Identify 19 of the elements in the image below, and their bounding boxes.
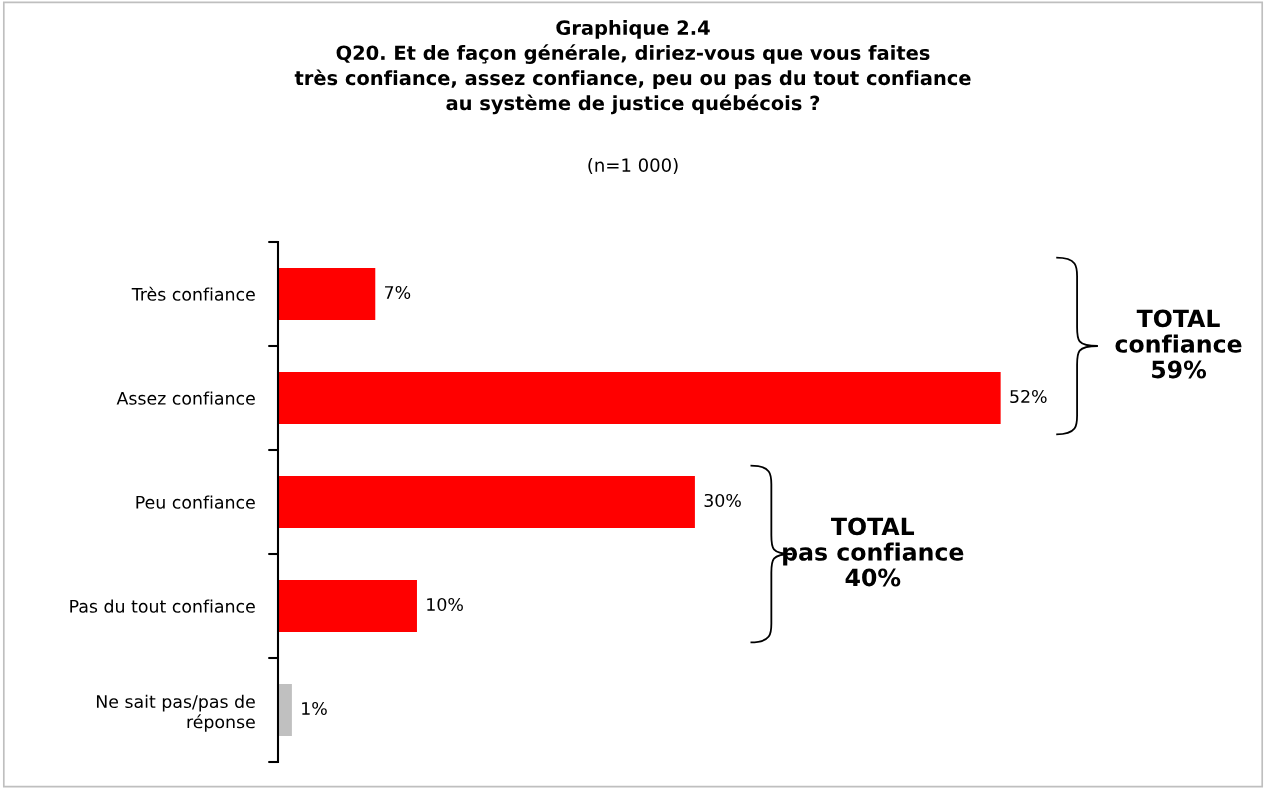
bar bbox=[278, 476, 695, 528]
chart-title: Graphique 2.4 Q20. Et de façon générale, diriez-vous que vous faites très confiance, assez confiance, peu ou pas du tout confiance au système de justice québécois ? bbox=[294, 20, 971, 115]
y-tick-label: Peu confiance bbox=[136, 495, 255, 509]
y-tick-label: Assez confiance bbox=[116, 391, 255, 405]
annotation: TOTAL pas confiance 40% bbox=[783, 517, 964, 587]
chart-subtitle: (n=1 000) bbox=[588, 158, 678, 175]
y-tick-label: Ne sait pas/pas de réponse bbox=[96, 694, 255, 732]
y-tick-label: Très confiance bbox=[131, 286, 255, 301]
bar bbox=[278, 580, 417, 632]
data-label: 52% bbox=[1010, 389, 1047, 404]
data-label: 30% bbox=[704, 493, 741, 508]
bar bbox=[278, 268, 376, 320]
data-label: 10% bbox=[427, 597, 463, 612]
data-label: 7% bbox=[385, 285, 411, 300]
bar bbox=[278, 684, 292, 736]
data-label: 1% bbox=[302, 701, 327, 716]
y-tick-label: Pas du tout confiance bbox=[70, 599, 255, 613]
bar bbox=[278, 372, 1001, 424]
text: TOTAL confiance 59% bbox=[1115, 309, 1242, 379]
